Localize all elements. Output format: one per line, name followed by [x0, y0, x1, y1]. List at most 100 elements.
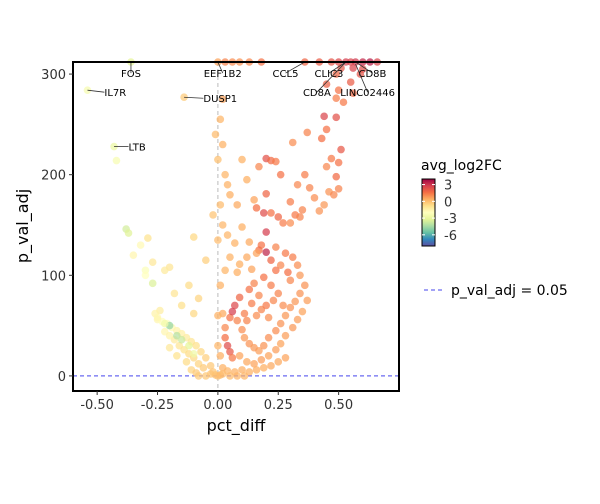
data-point — [322, 80, 331, 88]
legend: avg_log2FC 30 -3 -6 p_val_adj = 0.05 — [421, 158, 568, 299]
data-point — [160, 319, 169, 328]
data-point — [264, 333, 273, 342]
data-point — [141, 271, 150, 280]
data-point — [214, 311, 222, 320]
data-point — [274, 289, 283, 298]
data-point — [221, 323, 229, 332]
data-point — [320, 201, 328, 209]
data-point — [303, 128, 312, 137]
data-point — [247, 299, 256, 308]
data-point — [148, 279, 157, 288]
data-point — [221, 333, 229, 342]
data-point — [332, 172, 341, 181]
data-point — [221, 170, 229, 179]
data-point — [233, 372, 242, 380]
data-point — [272, 266, 280, 275]
data-point — [112, 156, 121, 165]
data-point — [286, 276, 295, 285]
data-point — [148, 258, 157, 267]
data-point — [218, 221, 227, 229]
data-point — [255, 162, 263, 171]
data-point — [286, 303, 295, 312]
data-point — [334, 184, 343, 193]
data-point — [228, 307, 237, 316]
data-point — [238, 223, 246, 231]
x-tick-label: -0.50 — [80, 398, 114, 413]
data-point — [272, 326, 280, 335]
gene-label: CD8A — [303, 88, 331, 99]
data-point — [189, 309, 198, 318]
data-point — [279, 301, 287, 310]
data-point — [235, 351, 244, 360]
y-tick-label: 300 — [41, 68, 66, 83]
data-point — [192, 341, 200, 350]
data-point — [257, 356, 266, 364]
data-point — [202, 256, 210, 265]
data-point — [334, 86, 343, 94]
data-point — [250, 360, 258, 368]
data-point — [267, 256, 275, 265]
gene-labels: FOS EEF1B2 CCL5 CLIC3 CD8B CD8A LINC02446 IL7R D… — [87, 61, 395, 154]
data-point — [216, 281, 225, 290]
data-point — [226, 372, 234, 380]
data-point — [259, 364, 268, 372]
data-point — [243, 175, 251, 184]
data-point — [337, 145, 345, 154]
data-point — [262, 228, 270, 236]
data-point — [230, 239, 239, 247]
data-point — [243, 316, 251, 325]
data-point — [334, 158, 343, 167]
data-point — [250, 279, 258, 288]
data-point — [332, 113, 341, 122]
data-point — [288, 253, 297, 261]
data-point — [221, 266, 229, 275]
data-point — [144, 234, 152, 242]
colorbar-title: avg_log2FC — [421, 158, 502, 174]
data-point — [247, 265, 256, 274]
data-point — [233, 316, 242, 325]
data-point — [332, 70, 341, 78]
data-point — [330, 191, 338, 199]
data-point — [218, 95, 227, 104]
data-point — [214, 236, 222, 244]
data-point — [228, 353, 237, 362]
data-point — [284, 268, 292, 277]
x-axis-title: pct_diff — [207, 416, 267, 436]
data-point — [206, 362, 215, 370]
data-point — [160, 266, 169, 275]
data-point — [182, 358, 191, 366]
data-point — [165, 343, 174, 352]
data-point — [245, 238, 254, 246]
data-point — [218, 370, 227, 378]
data-point — [356, 70, 365, 78]
y-tick-label: 200 — [41, 169, 66, 184]
plot-panel-border — [72, 61, 400, 392]
data-point — [272, 243, 280, 251]
data-point — [264, 313, 273, 322]
data-point — [305, 183, 314, 192]
y-axis-title: p_val_adj — [13, 189, 33, 263]
data-point — [226, 347, 234, 356]
gene-label: FOS — [121, 69, 141, 80]
x-tick-label: 0.50 — [324, 398, 353, 413]
data-point — [245, 285, 254, 294]
y-tick-label: 0 — [58, 370, 66, 385]
data-point — [194, 372, 203, 380]
data-point — [269, 296, 278, 305]
data-point — [252, 249, 261, 257]
data-point — [322, 162, 331, 171]
data-point — [262, 248, 270, 256]
colorbar — [421, 178, 436, 247]
data-point — [320, 112, 328, 121]
gene-label: CD8B — [358, 69, 386, 80]
data-point — [238, 325, 246, 334]
data-point — [293, 180, 302, 189]
data-point — [226, 191, 234, 199]
data-point — [259, 341, 268, 350]
data-point — [185, 341, 193, 350]
data-point — [339, 98, 348, 107]
data-point — [349, 89, 357, 97]
data-point — [267, 281, 275, 290]
data-point — [281, 249, 290, 257]
